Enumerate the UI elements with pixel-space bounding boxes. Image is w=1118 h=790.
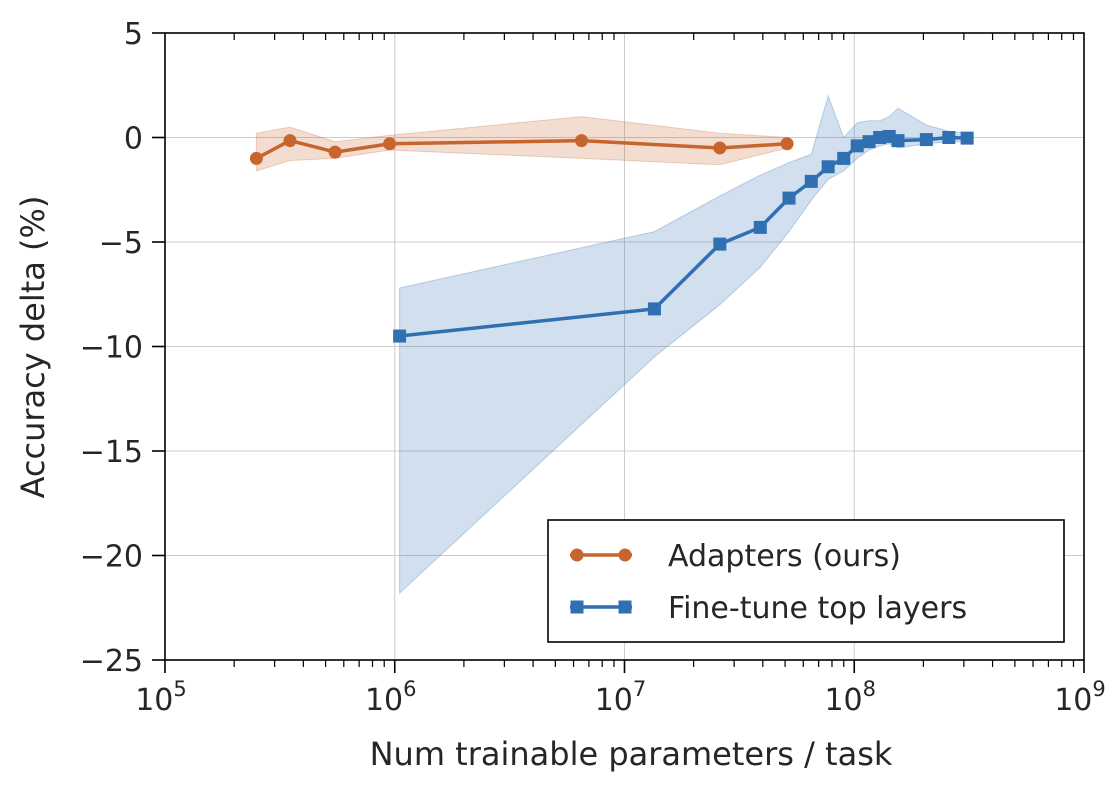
confidence-bands <box>255 94 968 595</box>
data-point <box>942 131 956 144</box>
y-tick-label: −10 <box>80 331 143 366</box>
y-tick-label: −25 <box>80 644 143 679</box>
legend-marker <box>618 548 632 562</box>
data-point <box>891 134 905 148</box>
x-tick-label: 106 <box>365 677 417 718</box>
legend-label: Adapters (ours) <box>668 539 901 574</box>
data-point <box>862 135 876 149</box>
data-point <box>821 160 835 174</box>
data-point <box>393 329 407 343</box>
data-point <box>753 220 767 234</box>
x-tick-label: 107 <box>595 677 647 718</box>
data-point <box>837 151 851 165</box>
legend-marker <box>570 548 584 562</box>
series-markers <box>249 129 974 343</box>
data-point <box>804 174 818 188</box>
data-point <box>713 237 727 251</box>
y-tick-label: −5 <box>99 226 143 261</box>
data-point <box>575 134 589 148</box>
data-point <box>328 145 342 159</box>
legend-box <box>547 519 1065 643</box>
data-point <box>850 139 864 153</box>
x-tick-label: 105 <box>135 677 187 718</box>
legend-marker <box>618 600 632 614</box>
y-tick-label: −20 <box>80 540 143 575</box>
data-point <box>780 137 794 151</box>
data-point <box>283 134 297 148</box>
confidence-band <box>399 94 968 595</box>
y-tick-label: 0 <box>124 122 143 157</box>
legend-label: Fine-tune top layers <box>668 591 967 626</box>
y-tick-label: 5 <box>124 17 143 52</box>
data-point <box>647 302 661 316</box>
data-point <box>919 133 933 147</box>
y-tick-label: −15 <box>80 435 143 470</box>
y-axis-title: Accuracy delta (%) <box>14 196 52 499</box>
legend: Adapters (ours) Fine-tune top layers <box>547 519 1065 643</box>
x-tick-label: 108 <box>824 677 876 718</box>
data-point <box>249 151 263 165</box>
data-point <box>960 131 974 145</box>
x-axis-title: Num trainable parameters / task <box>370 735 893 773</box>
series-line <box>399 134 968 338</box>
data-point <box>713 141 727 155</box>
data-point <box>782 191 796 205</box>
x-tick-label: 109 <box>1054 677 1106 718</box>
legend-marker <box>570 600 584 614</box>
confidence-band <box>255 116 788 172</box>
axis-ticks: 105 106 107 108 109 5 0 −5 −10 −15 −20 −25 <box>80 17 1106 718</box>
data-point <box>383 137 397 151</box>
